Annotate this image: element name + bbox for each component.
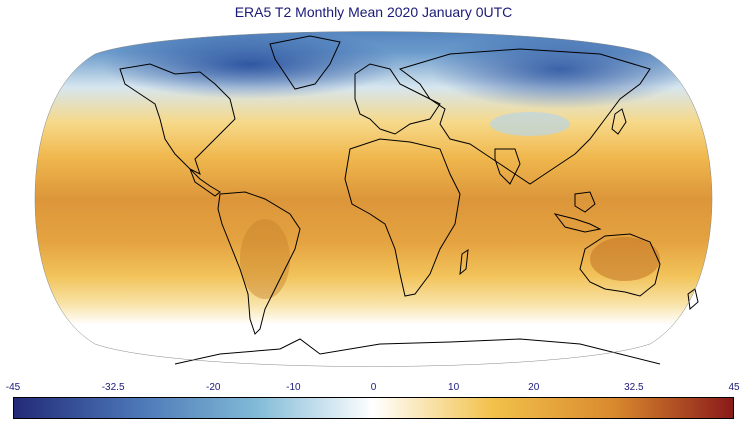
coastlines (119, 35, 699, 365)
new-zealand-coast (687, 288, 699, 310)
map-title: ERA5 T2 Monthly Mean 2020 January 0UTC (234, 4, 513, 20)
colorbar-tick-label: 10 (448, 382, 460, 393)
colorbar-tick-label: -45 (5, 382, 21, 393)
colorbar-tick-label: 32.5 (624, 382, 644, 393)
colorbar-tick-label: 45 (728, 382, 740, 393)
canada-cold-area (100, 31, 400, 99)
antarctica-coast (174, 338, 661, 365)
africa-coast (344, 138, 461, 297)
europe-coast (354, 63, 441, 135)
madagascar-coast (459, 248, 469, 276)
borneo-coast (574, 191, 596, 213)
colorbar (13, 397, 734, 419)
india-coast (494, 148, 521, 185)
colorbar-tick-label: -32.5 (101, 382, 125, 393)
greenland-coast (269, 35, 341, 90)
colorbar-tick-label: -10 (286, 382, 301, 393)
australia-hot-area (590, 237, 660, 281)
central-america-coast (189, 168, 221, 197)
colorbar-tick-label: -20 (206, 382, 221, 393)
australia-coast (579, 233, 661, 297)
globe-outline (34, 31, 713, 367)
siberia-cold-area (430, 31, 690, 109)
colorbar-tick-label: 0 (370, 382, 377, 393)
tibet-cold-area (490, 112, 570, 136)
world-temperature-map (34, 31, 713, 367)
south-america-coast (217, 191, 301, 335)
north-america-coast (119, 63, 236, 175)
japan-coast (611, 108, 627, 135)
indonesia-coast (553, 213, 602, 233)
colorbar-tick-label: 20 (528, 382, 540, 393)
south-america-hot-area (240, 219, 290, 299)
asia-coast (398, 48, 651, 185)
